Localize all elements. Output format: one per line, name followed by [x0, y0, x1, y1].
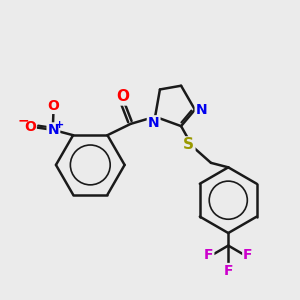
- Text: N: N: [196, 103, 207, 117]
- Text: −: −: [18, 114, 30, 128]
- Text: N: N: [148, 116, 159, 130]
- Text: O: O: [24, 120, 36, 134]
- Text: F: F: [243, 248, 253, 262]
- Text: F: F: [204, 248, 213, 262]
- Text: +: +: [55, 120, 64, 130]
- Text: S: S: [183, 137, 194, 152]
- Text: O: O: [116, 89, 129, 104]
- Text: O: O: [47, 99, 59, 113]
- Text: F: F: [224, 264, 233, 278]
- Text: N: N: [48, 123, 59, 137]
